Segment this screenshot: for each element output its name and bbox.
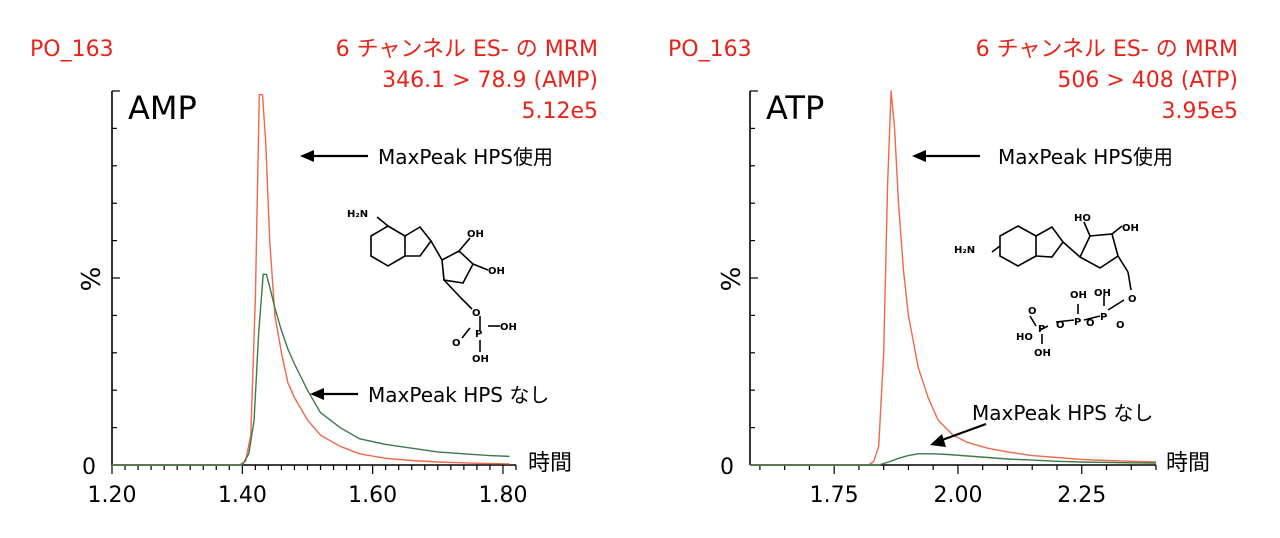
atp-sample-id: PO_163 [668, 37, 752, 62]
atp-x-tick-label: 1.75 [810, 483, 859, 508]
svg-text:OH: OH [488, 266, 505, 277]
atp-x-axis-label: 時間 [1166, 451, 1210, 476]
amp-y-zero-label: 0 [82, 455, 96, 480]
svg-text:OH: OH [500, 322, 517, 333]
svg-text:H₂N: H₂N [954, 245, 975, 256]
svg-text:HO: HO [1074, 213, 1091, 224]
atp-arrow-without-hps [941, 422, 987, 442]
atp-annotation-without-hps: MaxPeak HPS なし [930, 401, 1153, 447]
atp-x-tick-label: 2.00 [933, 483, 982, 508]
atp-annotation-without-hps-text: MaxPeak HPS なし [972, 401, 1153, 425]
svg-text:O: O [452, 338, 461, 349]
atp-annotation-with-hps-text: MaxPeak HPS使用 [998, 145, 1173, 169]
svg-text:O: O [1028, 306, 1037, 317]
svg-text:P: P [1100, 312, 1107, 323]
amp-compound-label: AMP [128, 89, 197, 127]
atp-ticks [750, 90, 1157, 474]
amp-x-tick-label: 1.60 [348, 483, 397, 508]
amp-molecule-structure: H₂N OH OH O P OH OH O [347, 209, 517, 365]
amp-header-line-3: 5.12e5 [521, 99, 598, 124]
amp-header-line-2: 346.1 > 78.9 (AMP) [382, 68, 598, 93]
amp-annotation-with-hps: MaxPeak HPS使用 [300, 145, 553, 169]
atp-tick-labels: 1.75 2.00 2.25 [810, 483, 1107, 508]
svg-text:O: O [1086, 318, 1095, 329]
amp-annotation-without-hps-text: MaxPeak HPS なし [368, 383, 549, 407]
svg-text:O: O [1116, 320, 1125, 331]
atp-x-tick-label: 2.25 [1057, 483, 1106, 508]
atp-series-without-hps [750, 453, 1157, 466]
atp-arrowhead-without-hps [930, 434, 946, 447]
amp-panel: PO_163 6 チャンネル ES- の MRM 346.1 > 78.9 (A… [30, 37, 598, 508]
amp-x-tick-label: 1.40 [218, 483, 267, 508]
svg-text:OH: OH [1070, 290, 1087, 301]
amp-series [112, 93, 510, 466]
amp-x-tick-label: 1.80 [478, 483, 527, 508]
svg-text:OH: OH [1034, 348, 1051, 359]
atp-compound-label: ATP [766, 89, 824, 127]
svg-text:OH: OH [1122, 223, 1139, 234]
atp-annotation-with-hps: MaxPeak HPS使用 [912, 145, 1173, 169]
svg-text:OH: OH [472, 354, 489, 365]
atp-header-line-3: 3.95e5 [1161, 99, 1238, 124]
svg-text:H₂N: H₂N [347, 209, 368, 220]
atp-molecule-structure: H₂N HO OH O P OH O O P OH O P HO O OH [954, 213, 1139, 359]
amp-tick-labels: 1.20 1.40 1.60 1.80 [88, 483, 528, 508]
atp-series-with-hps [750, 90, 1157, 466]
svg-text:HO: HO [1016, 332, 1033, 343]
svg-text:P: P [1038, 324, 1045, 335]
atp-panel: PO_163 6 チャンネル ES- の MRM 506 > 408 (ATP)… [668, 37, 1238, 508]
svg-text:OH: OH [467, 229, 484, 240]
amp-arrowhead-with-hps [300, 150, 314, 162]
svg-text:P: P [1074, 317, 1081, 328]
amp-y-axis-label: % [77, 267, 107, 292]
amp-annotation-with-hps-text: MaxPeak HPS使用 [378, 145, 553, 169]
svg-text:O: O [1128, 294, 1137, 305]
atp-y-zero-label: 0 [720, 455, 734, 480]
atp-series [750, 90, 1157, 466]
amp-series-without-hps [112, 273, 510, 466]
svg-text:OH: OH [1094, 288, 1111, 299]
amp-arrowhead-without-hps [310, 388, 324, 400]
svg-text:O: O [1056, 320, 1065, 331]
svg-text:P: P [475, 329, 482, 340]
amp-x-axis-label: 時間 [528, 451, 572, 476]
amp-sample-id: PO_163 [30, 37, 114, 62]
atp-header-line-1: 6 チャンネル ES- の MRM [976, 37, 1238, 62]
atp-header-line-2: 506 > 408 (ATP) [1057, 68, 1238, 93]
atp-y-axis-label: % [717, 267, 747, 292]
atp-arrowhead-with-hps [912, 150, 926, 162]
amp-ticks [111, 90, 517, 474]
amp-header-line-1: 6 チャンネル ES- の MRM [336, 37, 598, 62]
amp-x-tick-label: 1.20 [88, 483, 137, 508]
amp-annotation-without-hps: MaxPeak HPS なし [310, 383, 549, 407]
amp-series-with-hps [112, 93, 510, 466]
svg-text:O: O [472, 308, 481, 319]
